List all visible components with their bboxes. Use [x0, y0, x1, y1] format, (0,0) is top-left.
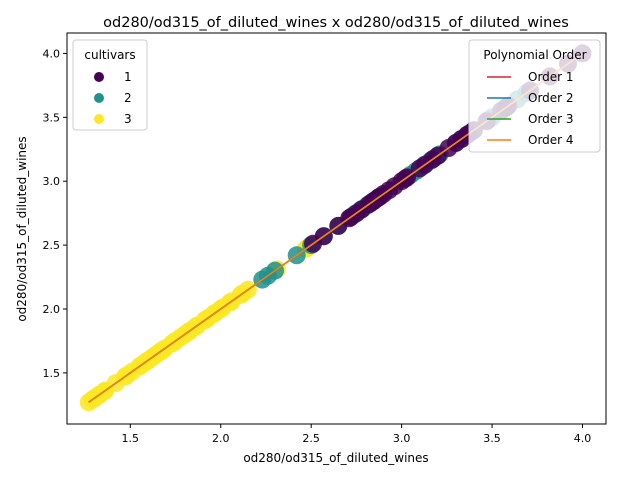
y-axis-label: od280/od315_of_diluted_wines: [15, 136, 29, 321]
legend-label-3: 3: [124, 112, 132, 126]
x-tick-label: 4.0: [574, 432, 592, 445]
y-tick-label: 2.5: [43, 239, 61, 252]
x-tick-label: 2.5: [302, 432, 320, 445]
x-tick-label: 2.0: [212, 432, 230, 445]
y-tick-label: 1.5: [43, 367, 61, 380]
chart-title: od280/od315_of_diluted_wines x od280/od3…: [103, 15, 569, 31]
x-tick-label: 3.0: [393, 432, 411, 445]
legend-label-order-1: Order 1: [528, 70, 574, 84]
polynomial-legend-box: [468, 39, 601, 153]
legend-label-1: 1: [124, 70, 132, 84]
legend-marker-2: [94, 93, 104, 103]
y-tick-label: 3.0: [43, 175, 61, 188]
legend-label-order-2: Order 2: [528, 91, 574, 105]
legend-label-order-3: Order 3: [528, 112, 574, 126]
ticks-layer: 1.5 2.0 2.5 3.0 3.5 4.0 1.5 2.0 2.5 3.0 3.5 4.0: [43, 47, 592, 445]
x-tick-label: 3.5: [483, 432, 501, 445]
x-axis-label: od280/od315_of_diluted_wines: [243, 451, 428, 465]
y-tick-label: 2.0: [43, 303, 61, 316]
cultivars-legend: cultivars 1 2 3: [72, 39, 148, 131]
legend-marker-3: [94, 114, 104, 124]
cultivars-legend-box: [72, 39, 148, 131]
x-tick-label: 1.5: [122, 432, 140, 445]
y-tick-label: 4.0: [43, 47, 61, 60]
legend-marker-1: [94, 72, 104, 82]
polynomial-legend: Polynomial Order Order 1 Order 2 Order 3…: [468, 39, 601, 153]
plot-frame: [66, 32, 607, 425]
legend-label-order-4: Order 4: [528, 133, 574, 147]
cultivars-legend-title: cultivars: [84, 48, 135, 62]
polynomial-legend-title: Polynomial Order: [483, 48, 586, 62]
legend-label-2: 2: [124, 91, 132, 105]
y-tick-label: 3.5: [43, 111, 61, 124]
